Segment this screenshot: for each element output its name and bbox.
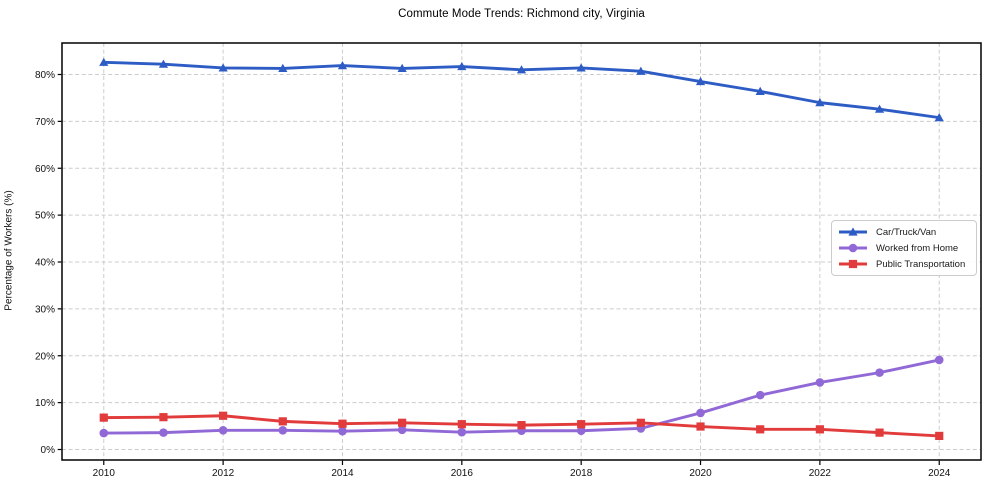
y-tick-label: 30%: [35, 304, 55, 315]
x-tick-label: 2018: [570, 468, 593, 479]
data-point-circle: [218, 425, 228, 435]
y-tick-label: 0%: [41, 445, 56, 456]
data-point-square: [815, 425, 824, 434]
x-tick-label: 2016: [451, 468, 474, 479]
data-point-square: [696, 422, 705, 431]
data-point-circle: [159, 428, 168, 437]
y-tick-label: 40%: [35, 258, 55, 269]
data-point-triangle: [158, 59, 169, 68]
data-point-triangle: [815, 98, 825, 107]
legend-item: Worked from Home: [838, 241, 970, 256]
legend: Car/Truck/Van Worked from Home Public Tran…: [831, 220, 977, 276]
data-point-square: [278, 417, 287, 426]
data-point-square: [159, 413, 168, 422]
data-point-square: [457, 420, 466, 429]
legend-square-marker-icon: [839, 259, 867, 269]
legend-triangle-marker-icon: [839, 227, 867, 236]
data-point-square: [935, 431, 944, 441]
data-point-triangle: [874, 104, 885, 113]
legend-label: Car/Truck/Van: [876, 226, 937, 238]
y-tick-label: 60%: [35, 164, 55, 175]
data-point-circle: [278, 425, 288, 435]
legend-label: Public Transportation: [876, 258, 966, 270]
data-point-circle: [576, 426, 586, 436]
legend-item: Public Transportation: [838, 257, 970, 272]
data-point-circle: [755, 390, 765, 400]
data-point-square: [875, 428, 884, 437]
data-point-square: [99, 413, 108, 422]
y-tick-label: 50%: [35, 211, 55, 222]
y-tick-label: 70%: [35, 117, 55, 128]
data-point-square: [517, 421, 526, 430]
data-point-triangle: [516, 65, 527, 74]
data-point-triangle: [278, 63, 288, 73]
data-point-triangle: [99, 57, 109, 66]
data-point-circle: [934, 355, 944, 365]
axes-frame: [61, 42, 982, 461]
data-point-square: [756, 425, 765, 434]
legend-circle-marker-icon: [839, 243, 867, 253]
data-point-circle: [696, 408, 705, 418]
x-tick-label: 2020: [689, 468, 712, 479]
data-point-triangle: [337, 60, 348, 70]
data-point-triangle: [576, 63, 586, 72]
data-point-square: [636, 418, 645, 427]
y-tick-label: 80%: [35, 70, 55, 81]
data-point-square: [338, 419, 347, 428]
data-point-triangle: [695, 76, 706, 86]
y-tick-label: 20%: [35, 351, 55, 362]
data-point-square: [398, 418, 407, 427]
x-tick-label: 2022: [809, 468, 832, 479]
data-point-circle: [397, 425, 407, 435]
x-tick-label: 2024: [928, 468, 951, 479]
data-point-circle: [338, 426, 347, 436]
y-tick-label: 10%: [35, 398, 55, 409]
data-point-circle: [875, 368, 884, 377]
data-point-triangle: [457, 61, 467, 71]
x-tick-label: 2012: [212, 468, 235, 479]
x-tick-label: 2014: [331, 468, 354, 479]
x-tick-label: 2010: [93, 468, 116, 479]
data-point-triangle: [397, 63, 407, 73]
legend-item: Car/Truck/Van: [838, 225, 970, 240]
data-point-triangle: [755, 86, 765, 95]
data-point-circle: [99, 428, 109, 438]
chart-title: Commute Mode Trends: Richmond city, Virg…: [398, 8, 645, 20]
data-point-triangle: [218, 63, 228, 72]
data-point-triangle: [636, 66, 646, 75]
data-point-triangle: [934, 113, 944, 122]
data-point-square: [219, 411, 228, 420]
data-point-circle: [815, 378, 825, 387]
data-point-square: [577, 420, 586, 429]
legend-label: Worked from Home: [876, 242, 959, 254]
data-point-circle: [457, 427, 467, 437]
